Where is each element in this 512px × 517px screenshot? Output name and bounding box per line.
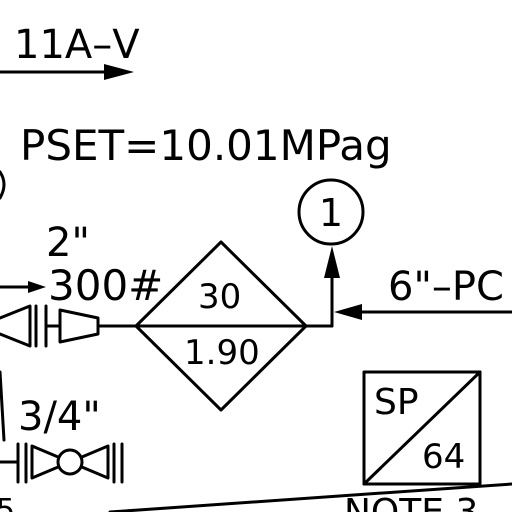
left-edge-arc [0,170,6,200]
vertical-arrowhead [324,246,340,278]
reducer-right [58,308,100,344]
pipe-size-right-label: 6"–PC [388,264,504,310]
incoming-arrowhead [334,304,362,320]
pipe-size-small-label: 3/4" [18,394,101,440]
note-label: NOTE 3 [344,492,478,512]
line-number-arrowhead [104,64,134,80]
sample-point-box-diagonal [362,370,482,486]
sample-point-box [362,370,482,486]
reducer-left [0,304,32,348]
diamond-top-value: 30 [198,277,241,317]
reference-bubble [297,178,365,246]
small-bore-pipe [0,370,6,442]
diamond-bottom-value: 1.90 [184,333,260,373]
pipe-size-top-label: 2" [46,220,90,266]
pset-label: PSET=10.01MPag [20,121,392,170]
line-number-label: 11A–V [14,22,140,68]
sample-point-number: 64 [422,437,465,477]
left-marker-label: 5 [0,493,15,512]
note-leader-line [108,482,512,514]
gate-valve-body [30,444,110,480]
orifice-diamond [134,240,308,412]
sample-point-tag: SP [374,382,419,423]
reference-bubble-number: 1 [319,191,343,235]
rating-arrowhead [28,281,46,293]
valve-ball [56,448,84,476]
pipe-rating-label: 300# [48,261,163,310]
